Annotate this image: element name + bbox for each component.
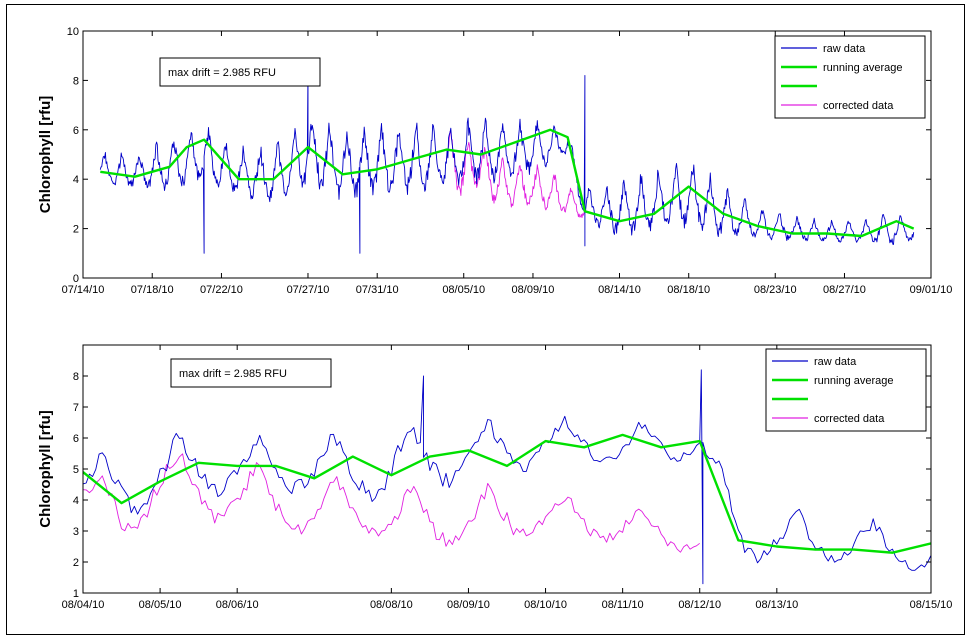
y-axis-label: Chlorophyll [rfu]: [37, 410, 54, 527]
plot-area: [99, 67, 915, 254]
x-tick-label: 08/11/10: [602, 599, 644, 611]
x-tick-label: 07/22/10: [200, 284, 243, 296]
x-tick-label: 08/23/10: [754, 284, 797, 296]
legend-entry-label: raw data: [823, 43, 866, 55]
y-tick-label: 5: [73, 464, 79, 476]
legend-entry-label: corrected data: [823, 100, 894, 112]
y-tick-label: 4: [73, 174, 79, 186]
legend-entry-label: corrected data: [814, 413, 885, 425]
legend-entry-label: running average: [814, 375, 894, 387]
x-tick-label: 08/08/10: [370, 599, 413, 611]
y-tick-label: 8: [73, 75, 79, 87]
series-corrected-line: [83, 453, 700, 553]
x-tick-label: 08/14/10: [598, 284, 641, 296]
chart-panel-2: 1 2 3 4 5 6 7 8 08/04/10 08/05/10 08/06/10 08/08/10…: [37, 344, 953, 611]
y-tick-label: 0: [73, 273, 79, 285]
legend-box: [774, 35, 926, 119]
x-tick-label: 07/27/10: [287, 284, 330, 296]
x-tick-label: 07/18/10: [131, 284, 174, 296]
x-tick-label: 08/05/10: [442, 284, 485, 296]
legend: raw data running average corrected data: [774, 35, 926, 119]
x-tick-label: 08/09/10: [512, 284, 555, 296]
x-tick-label: 08/27/10: [823, 284, 866, 296]
axes-box: [82, 30, 932, 279]
legend: raw data running average corrected data: [765, 348, 927, 432]
y-tick-label: 10: [67, 26, 79, 38]
annotation-text: max drift = 2.985 RFU: [179, 368, 287, 380]
legend-box: [765, 348, 927, 432]
y-tick-label: 1: [73, 588, 79, 600]
annotation-text: max drift = 2.985 RFU: [168, 67, 276, 79]
y-tick-label: 8: [73, 371, 79, 383]
y-tick-label: 3: [73, 526, 79, 538]
plot-area: [83, 369, 931, 585]
x-tick-label: 08/05/10: [139, 599, 182, 611]
x-tick-label: 08/09/10: [447, 599, 490, 611]
x-tick-label: 08/12/10: [678, 599, 721, 611]
legend-entry-label: running average: [823, 62, 903, 74]
x-tick-label: 08/04/10: [62, 599, 105, 611]
y-tick-label: 7: [73, 402, 79, 414]
series-corrected-line: [445, 130, 586, 219]
x-tick-label: 08/13/10: [755, 599, 798, 611]
x-tick-label: 08/06/10: [216, 599, 259, 611]
x-tick-label: 07/31/10: [356, 284, 399, 296]
annotation-box: [170, 358, 332, 388]
y-tick-label: 2: [73, 557, 79, 569]
y-tick-label: 6: [73, 125, 79, 137]
series-raw-line: [83, 369, 931, 585]
x-tick-label: 09/01/10: [910, 284, 953, 296]
y-tick-label: 2: [73, 224, 79, 236]
x-tick-label: 07/14/10: [62, 284, 105, 296]
y-axis-label: Chlorophyll [rfu]: [37, 96, 54, 213]
y-tick-label: 6: [73, 433, 79, 445]
x-tick-label: 08/10/10: [524, 599, 567, 611]
series-running-line: [83, 433, 931, 554]
annotation-box: [159, 57, 321, 87]
x-tick-label: 08/18/10: [667, 284, 710, 296]
legend-entry-label: raw data: [814, 356, 857, 368]
chart-panel-1: 0 2 4 6 8 10 07/14/10 07/18/10 07/22/10 07/27/10 0…: [37, 26, 952, 296]
y-tick-label: 4: [73, 495, 79, 507]
series-raw-line: [99, 67, 915, 254]
series-running-line: [100, 128, 915, 238]
x-tick-label: 08/15/10: [910, 599, 953, 611]
